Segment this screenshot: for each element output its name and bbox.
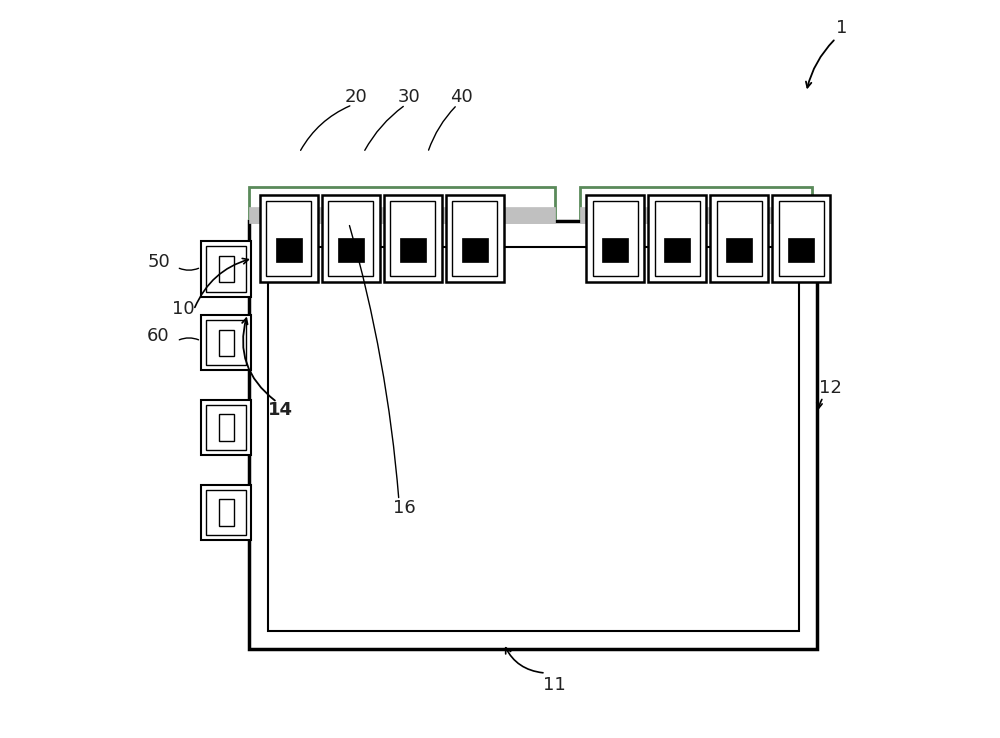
Bar	[206, 320, 246, 365]
Text: 1: 1	[836, 19, 847, 37]
Bar	[384, 195, 442, 282]
Bar	[268, 247, 799, 631]
Bar	[328, 201, 373, 276]
Bar	[260, 195, 318, 282]
Bar	[710, 195, 768, 282]
Bar	[580, 187, 812, 218]
Bar	[249, 207, 555, 223]
Bar	[266, 201, 311, 276]
Text: 40: 40	[450, 88, 473, 106]
Bar	[593, 201, 638, 276]
Bar	[233, 494, 251, 531]
Bar	[452, 201, 497, 276]
Bar	[390, 201, 435, 276]
Text: 11: 11	[543, 676, 566, 694]
Bar	[206, 490, 246, 535]
Bar	[206, 246, 246, 292]
Bar	[664, 238, 690, 262]
Bar	[233, 250, 251, 288]
Bar	[717, 201, 762, 276]
Bar	[779, 201, 824, 276]
Bar	[446, 195, 504, 282]
Bar	[655, 201, 700, 276]
Bar	[219, 330, 234, 356]
Bar	[276, 238, 302, 262]
Bar	[726, 238, 752, 262]
Text: 20: 20	[345, 88, 368, 106]
Text: 14: 14	[268, 401, 293, 419]
Bar	[788, 238, 814, 262]
Bar	[586, 195, 644, 282]
Text: 60: 60	[147, 327, 170, 345]
Bar	[249, 221, 817, 649]
Bar	[580, 207, 812, 223]
Bar	[201, 400, 251, 455]
Bar	[201, 241, 251, 297]
Bar	[206, 405, 246, 450]
Text: 16: 16	[393, 499, 416, 517]
Bar	[249, 187, 555, 218]
Bar	[602, 238, 628, 262]
Text: 10: 10	[172, 300, 194, 317]
Bar	[322, 195, 380, 282]
Bar	[772, 195, 830, 282]
Bar	[219, 256, 234, 283]
Bar	[400, 238, 426, 262]
Text: 50: 50	[147, 253, 170, 271]
Bar	[219, 500, 234, 526]
Bar	[462, 238, 488, 262]
Bar	[201, 485, 251, 540]
Bar	[648, 195, 706, 282]
Bar	[201, 315, 251, 370]
Bar	[338, 238, 364, 262]
Bar	[233, 324, 251, 362]
Text: 30: 30	[398, 88, 421, 106]
Text: 12: 12	[819, 379, 842, 396]
Bar	[219, 415, 234, 441]
Bar	[233, 409, 251, 446]
